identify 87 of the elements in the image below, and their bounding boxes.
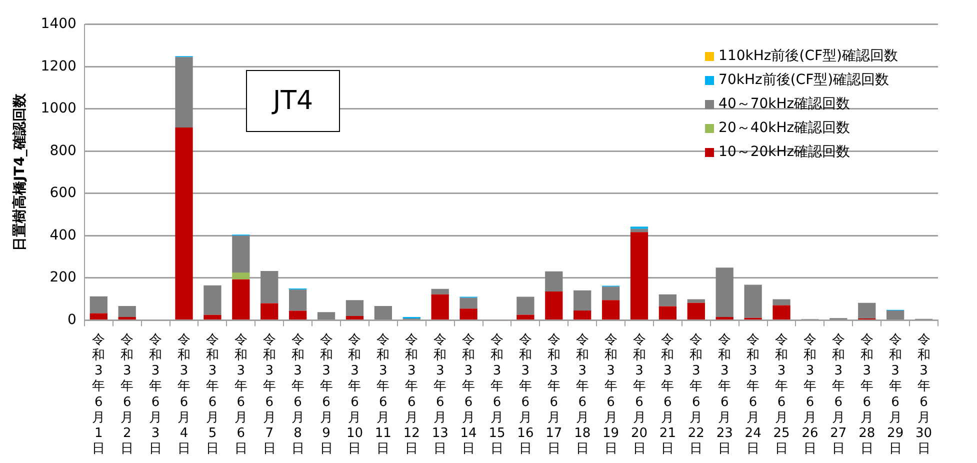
x-tick-label: 令和3年6月13日	[432, 332, 448, 457]
x-tick-label: 令和3年6月23日	[716, 332, 733, 457]
x-tick-label: 令和3年6月4日	[178, 332, 191, 457]
x-tick-label: 令和3年6月3日	[149, 332, 162, 457]
legend-label: 110kHz前後(CF型)確認回数	[718, 47, 898, 66]
bar	[90, 296, 108, 314]
bar	[516, 296, 534, 315]
x-tick-label: 令和3年6月17日	[546, 332, 562, 457]
x-tick-label: 令和3年6月2日	[120, 332, 134, 457]
y-tick-label: 800	[50, 142, 76, 159]
x-tick-label: 令和3年6月6日	[234, 332, 248, 457]
y-tick-label: 1000	[40, 100, 76, 117]
bar	[460, 298, 478, 309]
bar	[374, 306, 392, 320]
x-tick-label: 令和3年6月10日	[346, 332, 363, 457]
bar	[431, 294, 449, 320]
bar	[175, 57, 193, 128]
bar	[545, 271, 563, 292]
bar	[431, 288, 449, 294]
x-tick-label: 令和3年6月26日	[802, 332, 818, 457]
bar	[516, 314, 534, 320]
x-tick-label: 令和3年6月16日	[517, 332, 534, 457]
x-tick-label: 令和3年6月21日	[659, 332, 676, 457]
bar	[317, 312, 336, 320]
legend-label: 70kHz前後(CF型)確認回数	[718, 71, 890, 90]
bar	[658, 306, 677, 320]
bar	[574, 290, 592, 310]
bar	[658, 294, 677, 306]
x-tick-label: 令和3年6月1日	[92, 332, 106, 457]
bar	[175, 128, 193, 320]
legend-label: 20～40kHz確認回数	[718, 119, 850, 138]
x-tick-label: 令和3年6月30日	[916, 332, 932, 457]
y-tick-label: 200	[50, 270, 76, 286]
bar	[687, 302, 705, 320]
bar	[716, 268, 734, 318]
y-tick-label: 400	[50, 227, 76, 244]
y-tick-label: 600	[50, 185, 76, 202]
y-tick-label: 1400	[40, 16, 76, 32]
x-tick-label: 令和3年6月27日	[830, 332, 847, 457]
bar	[687, 299, 705, 303]
bar	[545, 291, 563, 320]
bar	[602, 286, 620, 300]
y-tick-label: 0	[68, 312, 76, 328]
bar	[346, 316, 364, 320]
x-tick-label: 令和3年6月20日	[630, 332, 648, 457]
bar	[260, 303, 278, 320]
x-tick-label: 令和3年6月15日	[488, 332, 506, 457]
y-tick-label: 1200	[40, 58, 76, 74]
bar	[232, 279, 250, 320]
x-tick-label: 令和3年6月14日	[460, 332, 477, 457]
bar	[602, 300, 620, 320]
bar	[574, 310, 592, 320]
bar	[232, 236, 250, 272]
bar	[858, 302, 876, 319]
bar	[260, 270, 278, 304]
x-tick-label: 令和3年6月29日	[887, 332, 904, 457]
x-tick-label: 令和3年6月7日	[262, 332, 276, 457]
bar	[90, 313, 108, 320]
bar	[346, 300, 364, 316]
bar	[772, 299, 790, 306]
bar	[118, 306, 136, 318]
x-tick-label: 令和3年6月12日	[403, 332, 420, 457]
x-tick-label: 令和3年6月28日	[858, 332, 876, 457]
x-tick-label: 令和3年6月11日	[374, 332, 392, 457]
y-axis-title: 日置樹高橋JT4_確認回数	[11, 92, 28, 252]
bar	[204, 314, 222, 320]
x-tick-label: 令和3年6月5日	[206, 332, 219, 457]
bar	[744, 284, 762, 318]
x-tick-label: 令和3年6月25日	[773, 332, 790, 457]
x-tick-label: 令和3年6月22日	[688, 332, 704, 457]
bar	[460, 308, 478, 320]
x-tick-label: 令和3年6月19日	[602, 332, 620, 457]
x-tick-label: 令和3年6月24日	[744, 332, 762, 457]
bar	[630, 228, 648, 232]
x-tick-label: 令和3年6月18日	[574, 332, 591, 457]
legend-label: 40～70kHz確認回数	[718, 95, 850, 114]
bar	[630, 232, 648, 320]
bar	[289, 290, 307, 311]
bar	[772, 305, 790, 320]
x-tick-label: 令和3年6月9日	[320, 332, 333, 457]
x-tick-label: 令和3年6月8日	[291, 332, 304, 457]
annotation: JT4	[246, 70, 340, 132]
bar	[289, 310, 307, 320]
legend-label: 10～20kHz確認回数	[718, 143, 850, 162]
bar	[886, 310, 904, 320]
bar	[204, 285, 222, 315]
bar	[232, 272, 250, 280]
